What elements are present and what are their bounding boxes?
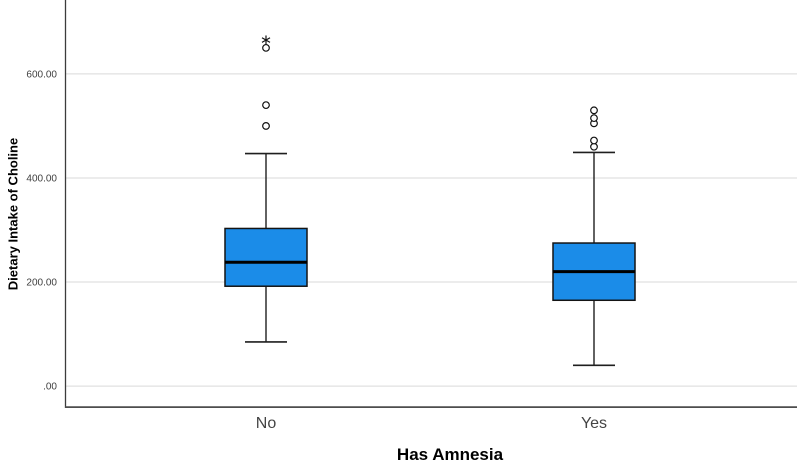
outlier-circle: [590, 114, 598, 123]
y-tick-label: 600.00: [26, 69, 57, 80]
gridline-layer: [65, 73, 797, 387]
outlier-circle: [590, 136, 598, 145]
box-layer: [224, 35, 636, 367]
x-axis-title: Has Amnesia: [397, 445, 504, 464]
box-group-no: [224, 35, 308, 343]
x-category-label: No: [256, 415, 277, 432]
y-axis-title: Dietary Intake of Choline: [6, 138, 21, 290]
y-tick-label: .00: [43, 382, 57, 393]
outlier-circle: [590, 142, 598, 151]
box-group-yes: [552, 106, 636, 367]
outlier-circle: [590, 106, 598, 115]
extreme-outlier-star: [261, 35, 271, 45]
label-layer: .00 200.00 400.00 600.00 No Yes: [26, 69, 607, 432]
outlier-circle: [262, 43, 270, 52]
x-category-label: Yes: [581, 415, 607, 432]
outlier-circle: [262, 101, 270, 110]
iqr-box: [224, 227, 308, 287]
outlier-circle: [262, 122, 270, 130]
star-stroke: [261, 37, 271, 43]
axis-layer: [64, 0, 797, 409]
y-tick-label: 200.00: [26, 278, 57, 289]
y-tick-label: 400.00: [26, 173, 57, 184]
